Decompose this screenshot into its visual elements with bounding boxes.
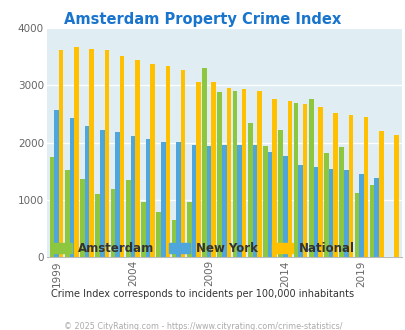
Bar (256, 91, 261, 257)
Bar (141, 202, 145, 257)
Bar (80, 179, 85, 257)
Bar (358, 174, 363, 257)
Bar (232, 91, 237, 257)
Bar (180, 70, 185, 257)
Bar (252, 145, 256, 257)
Bar (226, 88, 230, 257)
Bar (343, 170, 348, 257)
Bar (393, 135, 398, 257)
Bar (278, 130, 282, 257)
Bar (111, 189, 115, 257)
Bar (186, 202, 191, 257)
Bar (85, 125, 89, 257)
Bar (302, 104, 307, 257)
Bar (363, 117, 367, 257)
Bar (272, 99, 276, 257)
Bar (50, 157, 54, 257)
Bar (339, 147, 343, 257)
Bar (126, 180, 130, 257)
Text: © 2025 CityRating.com - https://www.cityrating.com/crime-statistics/: © 2025 CityRating.com - https://www.city… (64, 322, 341, 330)
Bar (287, 101, 292, 257)
Bar (369, 185, 373, 257)
Bar (69, 118, 74, 257)
Bar (119, 55, 124, 257)
Bar (95, 194, 100, 257)
Bar (217, 92, 222, 257)
Bar (135, 60, 139, 257)
Bar (145, 139, 150, 257)
Bar (65, 170, 69, 257)
Bar (267, 152, 272, 257)
Bar (202, 68, 206, 257)
Bar (176, 142, 180, 257)
Bar (308, 99, 313, 257)
Bar (241, 89, 246, 257)
Bar (130, 136, 135, 257)
Bar (171, 219, 176, 257)
Bar (54, 110, 59, 257)
Text: Crime Index corresponds to incidents per 100,000 inhabitants: Crime Index corresponds to incidents per… (51, 289, 354, 299)
Bar (317, 107, 322, 257)
Bar (328, 169, 333, 257)
Bar (100, 130, 104, 257)
Bar (373, 178, 378, 257)
Bar (211, 82, 215, 257)
Bar (104, 50, 109, 257)
Bar (74, 47, 79, 257)
Bar (298, 165, 302, 257)
Bar (237, 145, 241, 257)
Bar (191, 145, 196, 257)
Bar (59, 50, 63, 257)
Text: Amsterdam Property Crime Index: Amsterdam Property Crime Index (64, 12, 341, 26)
Bar (115, 132, 119, 257)
Bar (354, 193, 358, 257)
Bar (313, 167, 317, 257)
Bar (293, 103, 298, 257)
Bar (89, 49, 94, 257)
Bar (247, 123, 252, 257)
Bar (156, 212, 161, 257)
Bar (262, 146, 267, 257)
Legend: Amsterdam, New York, National: Amsterdam, New York, National (46, 237, 359, 260)
Bar (282, 156, 287, 257)
Bar (378, 131, 383, 257)
Bar (323, 153, 328, 257)
Bar (333, 113, 337, 257)
Bar (196, 82, 200, 257)
Bar (150, 64, 155, 257)
Bar (222, 145, 226, 257)
Bar (348, 115, 352, 257)
Bar (165, 66, 170, 257)
Bar (206, 146, 211, 257)
Bar (161, 142, 165, 257)
